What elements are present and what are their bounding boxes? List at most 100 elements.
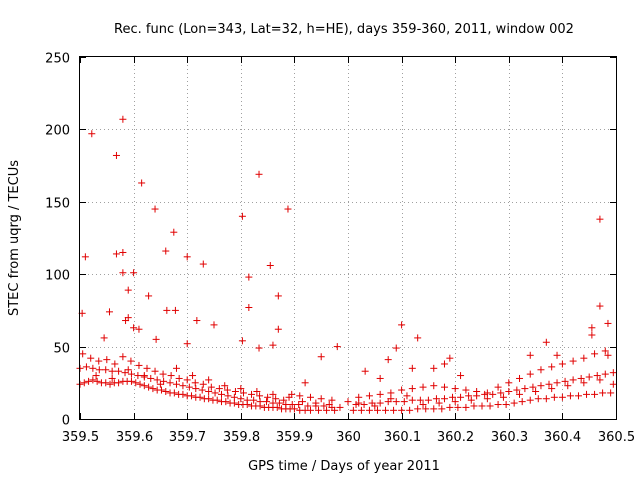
y-tick-label: 100 bbox=[45, 269, 70, 284]
data-point bbox=[153, 376, 161, 384]
data-point bbox=[170, 389, 178, 397]
data-point bbox=[145, 383, 153, 391]
data-point bbox=[230, 393, 238, 401]
data-point bbox=[588, 331, 596, 339]
data-point bbox=[134, 372, 142, 380]
data-point bbox=[223, 386, 231, 394]
data-point bbox=[510, 399, 518, 407]
x-tick-label: 359.6 bbox=[116, 430, 153, 445]
data-point bbox=[105, 308, 113, 316]
data-point bbox=[119, 115, 127, 123]
data-point bbox=[274, 292, 282, 300]
data-point bbox=[175, 374, 183, 382]
data-point bbox=[253, 387, 261, 395]
data-point bbox=[147, 374, 155, 382]
chart-title: Rec. func (Lon=343, Lat=32, h=HE), days … bbox=[114, 22, 574, 37]
data-point bbox=[357, 406, 365, 414]
data-point bbox=[580, 354, 588, 362]
data-point bbox=[609, 369, 617, 377]
data-point bbox=[205, 395, 213, 403]
data-point bbox=[406, 406, 414, 414]
data-point bbox=[255, 344, 263, 352]
data-point bbox=[361, 367, 369, 375]
data-point bbox=[140, 372, 148, 380]
data-point bbox=[284, 205, 292, 213]
data-point bbox=[607, 389, 615, 397]
data-point bbox=[604, 319, 612, 327]
data-point bbox=[306, 406, 314, 414]
data-point bbox=[237, 395, 245, 403]
data-point bbox=[285, 393, 293, 401]
grid-layer bbox=[80, 57, 616, 419]
data-point bbox=[198, 386, 206, 394]
data-point bbox=[360, 401, 368, 409]
data-point bbox=[238, 337, 246, 345]
data-point bbox=[505, 379, 513, 387]
data-point bbox=[553, 379, 561, 387]
data-point bbox=[502, 401, 510, 409]
data-point bbox=[577, 374, 585, 382]
data-point bbox=[102, 366, 110, 374]
data-point bbox=[245, 304, 253, 312]
data-point bbox=[162, 387, 170, 395]
data-point bbox=[548, 363, 556, 371]
data-point bbox=[521, 385, 529, 393]
data-point bbox=[518, 398, 526, 406]
data-point bbox=[205, 387, 213, 395]
data-point bbox=[199, 380, 207, 388]
data-point bbox=[85, 377, 93, 385]
data-point bbox=[124, 286, 132, 294]
x-tick-label: 359.7 bbox=[169, 430, 206, 445]
data-point bbox=[111, 360, 119, 368]
data-point bbox=[537, 366, 545, 374]
data-point bbox=[296, 392, 304, 400]
data-point bbox=[365, 392, 373, 400]
data-point bbox=[102, 379, 110, 387]
y-tick-label: 250 bbox=[45, 52, 70, 67]
data-point bbox=[561, 377, 569, 385]
data-point bbox=[119, 353, 127, 361]
data-point bbox=[574, 392, 582, 400]
data-point bbox=[609, 380, 617, 388]
data-point bbox=[328, 396, 336, 404]
data-point bbox=[130, 324, 138, 332]
data-point bbox=[440, 383, 448, 391]
data-point bbox=[266, 262, 274, 270]
data-point bbox=[583, 390, 591, 398]
data-point bbox=[222, 398, 230, 406]
data-point bbox=[185, 383, 193, 391]
data-point bbox=[548, 385, 556, 393]
data-point bbox=[218, 390, 226, 398]
data-point bbox=[256, 398, 264, 406]
data-point bbox=[119, 248, 127, 256]
data-point bbox=[325, 401, 333, 409]
data-point bbox=[505, 387, 513, 395]
data-point bbox=[304, 402, 312, 410]
data-point bbox=[108, 367, 116, 375]
data-point bbox=[457, 372, 465, 380]
x-tick-label: 360.2 bbox=[437, 430, 474, 445]
data-point bbox=[569, 357, 577, 365]
data-point bbox=[248, 390, 256, 398]
data-point bbox=[398, 406, 406, 414]
data-point bbox=[156, 380, 164, 388]
y-tick-label: 0 bbox=[62, 414, 70, 429]
data-point bbox=[282, 401, 290, 409]
data-point bbox=[138, 179, 146, 187]
data-point bbox=[145, 292, 153, 300]
data-point bbox=[106, 380, 114, 388]
data-point bbox=[596, 376, 604, 384]
data-point bbox=[103, 356, 111, 364]
data-point bbox=[151, 367, 159, 375]
data-point bbox=[593, 372, 601, 380]
data-point bbox=[532, 387, 540, 395]
data-point bbox=[591, 350, 599, 358]
data-point bbox=[516, 374, 524, 382]
data-point bbox=[438, 405, 446, 413]
data-point bbox=[601, 370, 609, 378]
data-point bbox=[250, 396, 258, 404]
data-point bbox=[245, 273, 253, 281]
data-point bbox=[553, 351, 561, 359]
data-point bbox=[489, 390, 497, 398]
data-point bbox=[88, 130, 96, 138]
